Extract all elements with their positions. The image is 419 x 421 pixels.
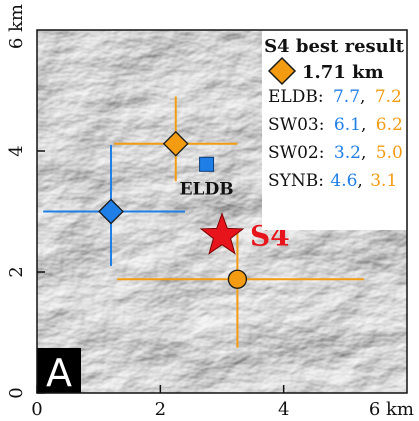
legend-sw02-v1: 3.2	[334, 143, 361, 163]
x-tick-label: 2	[155, 399, 166, 420]
legend-eldb-station: ELDB:	[268, 87, 324, 107]
station-eldb-marker	[199, 156, 215, 172]
x-tick-label: 0	[31, 399, 42, 420]
estimate-0	[114, 96, 238, 182]
legend-synb-sep: ,	[357, 171, 362, 191]
legend-sw02-station: SW02:	[268, 143, 324, 163]
location-estimates	[43, 96, 364, 348]
legend-sw02-v2: 5.0	[376, 143, 403, 163]
legend-sw03-station: SW03:	[268, 115, 324, 135]
legend-sw03-v2: 6.2	[376, 115, 403, 135]
legend-entry-synb: SYNB: 4.6, 3.1	[268, 171, 397, 191]
legend-synb-station: SYNB:	[268, 171, 324, 191]
legend-sw02-sep: ,	[361, 143, 366, 163]
station-eldb: ELDB	[180, 156, 234, 199]
event-s4-star	[199, 212, 245, 255]
legend-entry-sw02: SW02: 3.2, 5.0	[268, 143, 403, 163]
panel-label: A	[37, 348, 81, 395]
legend-synb-v1: 4.6	[330, 171, 357, 191]
plot-frame	[36, 29, 408, 394]
panel-letter: A	[46, 351, 72, 395]
x-tick-label: 4	[278, 399, 289, 420]
y-tick-label: 0	[6, 387, 27, 398]
y-tick-label: 4	[6, 145, 27, 156]
estimate-2-circle-marker	[227, 269, 248, 289]
legend-entry-eldb: ELDB: 7.7, 7.2	[268, 87, 402, 107]
legend-eldb-sep: ,	[360, 87, 365, 107]
x-axis-end-label: 6 km	[369, 399, 414, 420]
legend-sw03-sep: ,	[361, 115, 366, 135]
legend-entry-sw03: SW03: 6.1, 6.2	[268, 115, 403, 135]
y-axis-end-label: 6 km	[6, 4, 27, 49]
legend-synb-v2: 3.1	[370, 171, 397, 191]
legend-title: S4 best result	[264, 36, 405, 57]
legend-eldb-v1: 7.7	[333, 87, 360, 107]
legend-marker-label: 1.71 km	[302, 62, 384, 83]
legend-diamond-icon	[267, 56, 297, 86]
panel-label-background	[37, 348, 81, 393]
estimate-1-diamond-marker	[98, 198, 124, 225]
estimate-2	[117, 232, 364, 348]
station-eldb-label: ELDB	[180, 179, 234, 199]
legend-eldb-v2: 7.2	[375, 87, 402, 107]
legend-sw03-v1: 6.1	[334, 115, 361, 135]
estimate-0-diamond-marker	[162, 130, 189, 157]
estimate-1	[43, 144, 185, 266]
y-tick-label: 2	[6, 266, 27, 277]
legend: S4 best result 1.71 km ELDB: 7.7, 7.2 SW…	[262, 30, 407, 230]
axes: 0 2 4 6 km 0 2 4 6 km	[6, 4, 414, 420]
